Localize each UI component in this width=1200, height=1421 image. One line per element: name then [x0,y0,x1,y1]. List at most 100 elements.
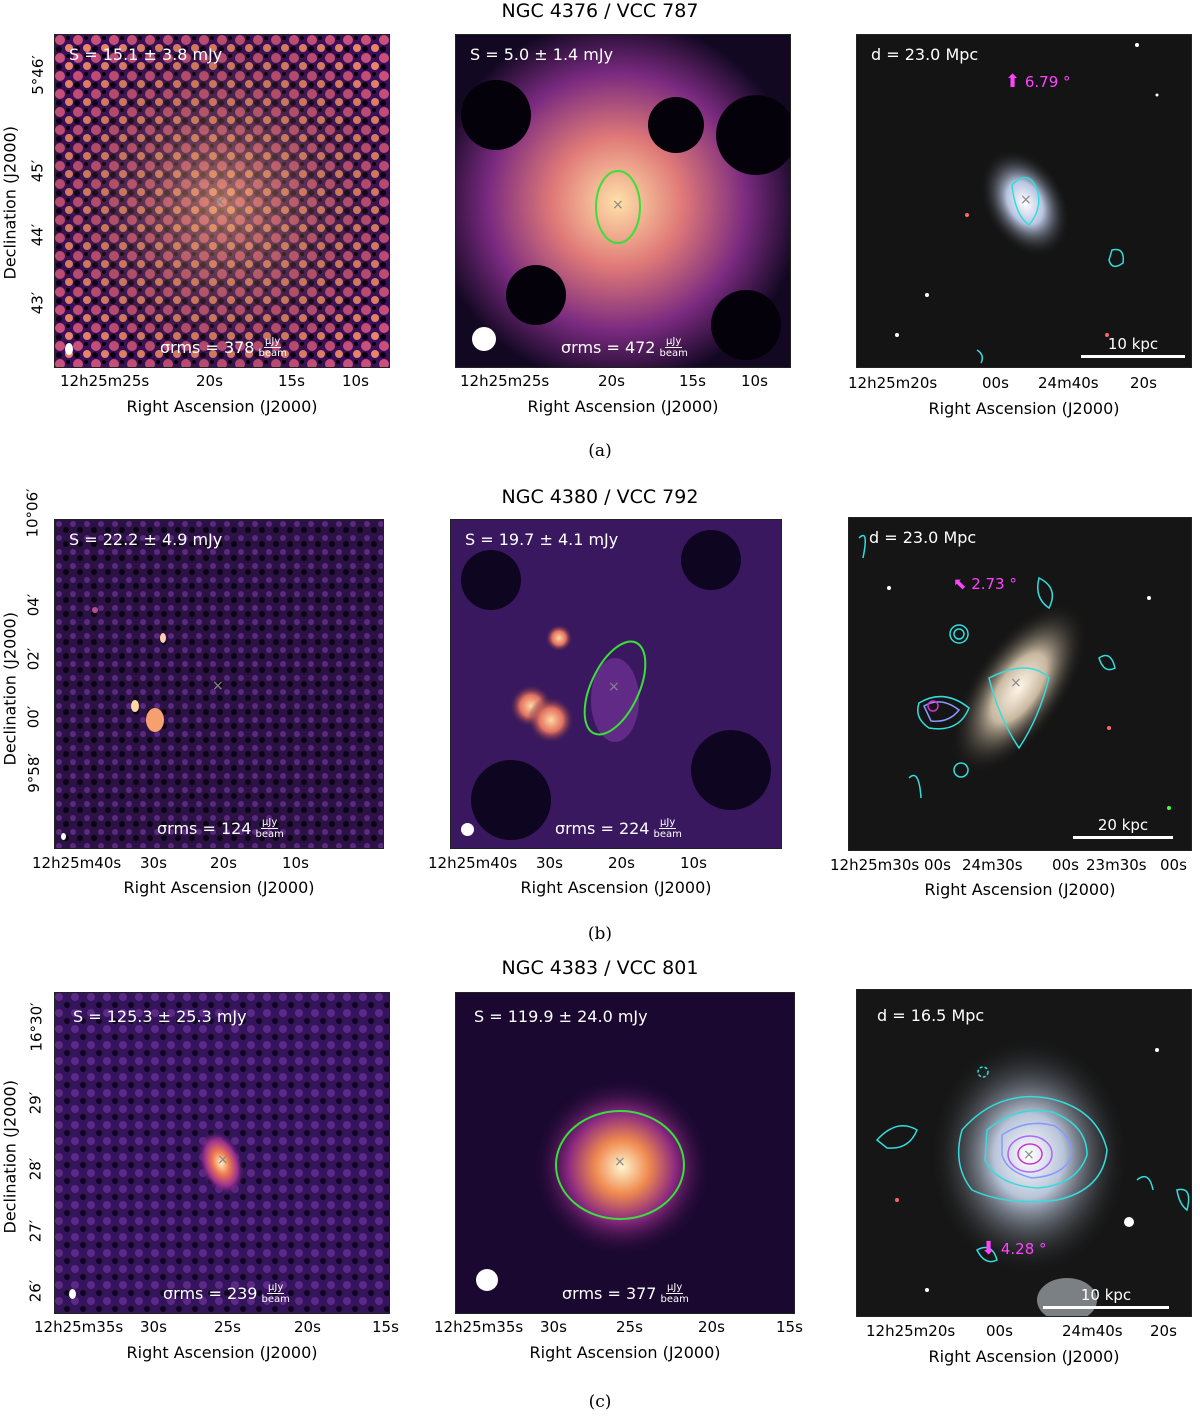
rms-label: σrms = 239 μJy beam [163,1282,290,1305]
y-tick: 00′ [24,705,43,729]
flux-label: S = 15.1 ± 3.8 mJy [69,45,223,64]
x-tick: 20s [598,372,625,390]
x-tick: 15s [679,372,706,390]
x-tick: 10s [342,372,369,390]
radio-image [456,993,794,1313]
x-tick: 24m30s [962,856,1023,874]
x-tick: 12h25m40s [32,854,122,872]
inclination-arrow: ⬉ 2.73 ° [953,574,1017,593]
x-tick: 20s [294,1318,321,1336]
x-axis-label: Right Ascension (J2000) [928,399,1120,418]
row-a-title: NGC 4376 / VCC 787 [501,0,699,22]
galaxy-center-marker: × [612,197,624,213]
inclination-arrow: ⬇ 4.28 ° [981,1238,1047,1259]
x-tick: 00s [924,856,951,874]
x-tick: 20s [1130,374,1157,392]
row-b-title: NGC 4380 / VCC 792 [501,486,699,508]
x-axis-label: Right Ascension (J2000) [520,878,712,897]
row-b-optical: d = 23.0 Mpc ⬉ 2.73 ° × 20 kpc [848,517,1192,851]
x-tick: 12h25m40s [428,854,518,872]
row-c-title: NGC 4383 / VCC 801 [501,957,699,979]
row-b-radio-lowres: S = 19.7 ± 4.1 mJy σrms = 224 μJy beam × [450,519,782,849]
rms-label: σrms = 472 μJy beam [561,336,688,359]
x-tick: 20s [196,372,223,390]
y-tick: 02′ [24,647,43,671]
y-tick: 43′ [28,291,47,315]
x-axis-label: Right Ascension (J2000) [126,1343,318,1362]
beam-ellipse [476,1269,498,1291]
y-tick: 5°46′ [28,55,47,95]
galaxy-center-marker: × [214,194,226,210]
galaxy-center-marker: × [217,1152,229,1168]
y-tick: 44′ [28,223,47,247]
radio-image [451,520,781,848]
x-tick: 24m40s [1038,374,1099,392]
x-tick: 24m40s [1062,1322,1123,1340]
optical-image [895,43,1159,364]
x-tick: 30s [540,1318,567,1336]
y-tick: 26′ [26,1279,45,1303]
radio-image [55,993,389,1313]
x-tick: 30s [140,854,167,872]
caption-c: (c) [588,1392,612,1412]
x-tick: 12h25m20s [866,1322,956,1340]
x-tick: 20s [608,854,635,872]
radio-image [456,35,790,367]
x-axis-label: Right Ascension (J2000) [527,397,719,416]
beam-ellipse [472,327,496,351]
optical-image [858,534,1171,810]
row-a-radio-lowres: S = 5.0 ± 1.4 mJy σrms = 472 μJy beam × [455,34,791,368]
x-tick: 15s [372,1318,399,1336]
x-tick: 00s [1160,856,1187,874]
x-tick: 15s [776,1318,803,1336]
y-tick: 10°06′ [23,488,42,538]
y-axis-label: Declination (J2000) [0,1080,20,1234]
y-tick: 28′ [26,1157,45,1181]
x-tick: 12h25m25s [60,372,150,390]
scale-bar: 20 kpc [1073,816,1173,839]
y-tick: 04′ [24,593,43,617]
galaxy-center-marker: × [1010,675,1022,691]
x-tick: 20s [1150,1322,1177,1340]
row-c-optical: d = 16.5 Mpc ⬇ 4.28 ° × 10 kpc [856,989,1192,1317]
x-tick: 10s [680,854,707,872]
beam-ellipse [69,1289,76,1299]
x-tick: 12h25m25s [460,372,550,390]
x-tick: 20s [698,1318,725,1336]
rms-label: σrms = 378 μJy beam [160,336,287,359]
caption-a: (a) [588,441,612,461]
x-tick: 00s [982,374,1009,392]
distance-label: d = 23.0 Mpc [871,45,979,64]
galaxy-center-marker: × [1020,192,1032,208]
x-tick: 25s [214,1318,241,1336]
x-axis-label: Right Ascension (J2000) [123,878,315,897]
galaxy-center-marker: × [614,1154,626,1170]
flux-label: S = 19.7 ± 4.1 mJy [465,530,619,549]
row-a-radio-highres: S = 15.1 ± 3.8 mJy σrms = 378 μJy beam × [54,34,390,368]
distance-label: d = 16.5 Mpc [877,1006,985,1025]
x-tick: 10s [741,372,768,390]
galaxy-center-marker: × [1023,1147,1035,1163]
flux-label: S = 5.0 ± 1.4 mJy [470,45,614,64]
x-tick: 00s [1052,856,1079,874]
distance-label: d = 23.0 Mpc [869,528,977,547]
row-b-radio-highres: S = 22.2 ± 4.9 mJy σrms = 124 μJy beam × [54,519,384,849]
x-tick: 12h25m20s [848,374,938,392]
row-a-optical: d = 23.0 Mpc ⬆ 6.79 ° × 10 kpc [856,34,1192,368]
rms-label: σrms = 377 μJy beam [562,1282,689,1305]
x-tick: 00s [986,1322,1013,1340]
x-tick: 12h25m35s [34,1318,124,1336]
galaxy-center-marker: × [212,678,224,694]
x-tick: 25s [616,1318,643,1336]
x-axis-label: Right Ascension (J2000) [928,1347,1120,1366]
y-tick: 27′ [26,1219,45,1243]
row-c-radio-lowres: S = 119.9 ± 24.0 mJy σrms = 377 μJy beam … [455,992,795,1314]
flux-label: S = 119.9 ± 24.0 mJy [474,1007,648,1026]
x-tick: 23m30s [1086,856,1147,874]
radio-image [55,520,383,848]
y-tick: 45′ [28,159,47,183]
beam-ellipse [65,343,73,355]
rms-label: σrms = 124 μJy beam [157,817,284,840]
scale-bar: 10 kpc [1081,335,1185,358]
x-tick: 30s [140,1318,167,1336]
